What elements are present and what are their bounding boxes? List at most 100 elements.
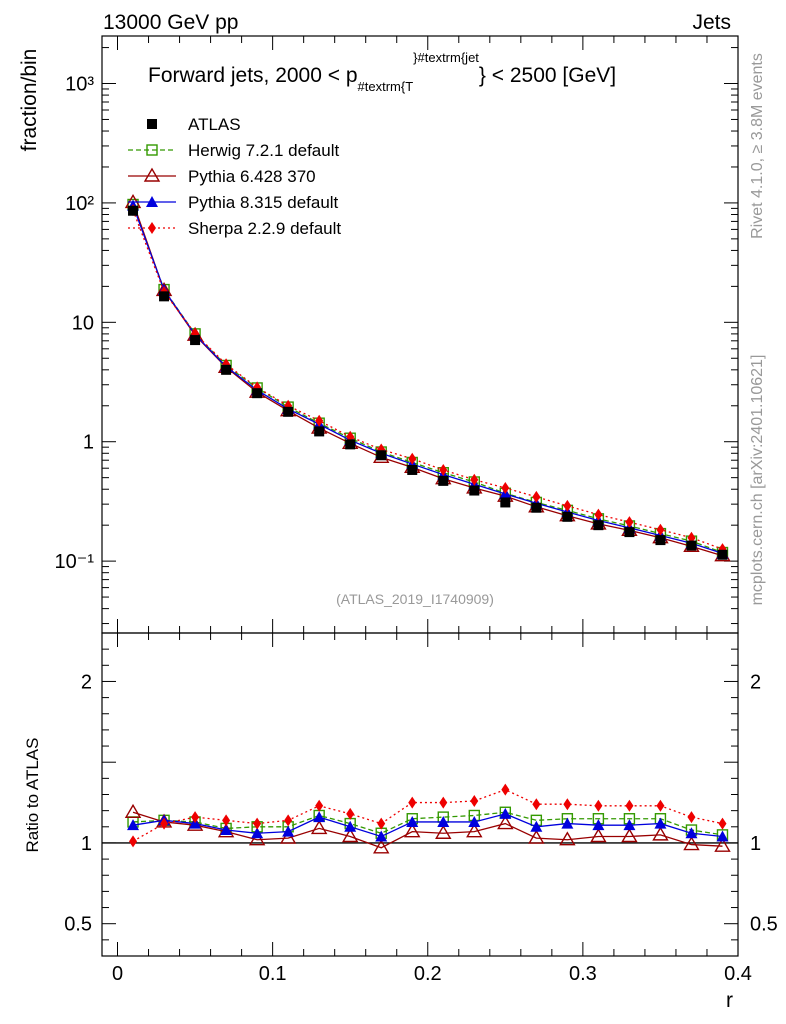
data-point bbox=[283, 406, 294, 417]
data-point bbox=[159, 291, 170, 302]
data-point bbox=[656, 523, 665, 536]
ratio-point bbox=[248, 831, 266, 846]
ratio-point bbox=[501, 783, 510, 796]
plot-title: Forward jets, 2000 < p#textrm{T}#textrm{… bbox=[148, 50, 616, 94]
ratio-series-sherpa bbox=[129, 783, 727, 848]
ratio-point bbox=[685, 827, 698, 839]
y-tick-label: 10⁻¹ bbox=[55, 551, 95, 573]
ratio-point bbox=[652, 826, 669, 841]
y-tick-label: 1 bbox=[83, 432, 94, 454]
legend-entry-sherpa: Sherpa 2.2.9 default bbox=[128, 219, 341, 238]
ratio-point bbox=[435, 824, 452, 839]
series-sherpa bbox=[129, 204, 727, 556]
data-point bbox=[469, 485, 480, 496]
legend-label: Sherpa 2.2.9 default bbox=[188, 219, 341, 238]
data-point bbox=[501, 481, 510, 494]
ratio-point bbox=[222, 814, 231, 827]
ratio-point bbox=[623, 819, 636, 831]
rivet-label: Rivet 4.1.0, ≥ 3.8M events bbox=[749, 53, 766, 239]
legend-label: Pythia 8.315 default bbox=[188, 193, 339, 212]
y-tick-label: 10² bbox=[65, 193, 94, 215]
series-line bbox=[132, 202, 723, 557]
series-atlas bbox=[128, 205, 728, 560]
ratio-y-tick-label-right: 1 bbox=[750, 833, 761, 855]
series-line bbox=[132, 204, 723, 554]
ratio-series-pythia8 bbox=[127, 807, 729, 842]
x-tick-label: 0.1 bbox=[259, 963, 287, 985]
legend-label: ATLAS bbox=[188, 115, 241, 134]
ratio-point bbox=[594, 799, 603, 812]
ratio-y-tick-label: 0.5 bbox=[64, 914, 92, 936]
ratio-point bbox=[313, 811, 326, 823]
ratio-ylabel: Ratio to ATLAS bbox=[23, 738, 42, 853]
ratio-point bbox=[590, 828, 607, 843]
ratio-point bbox=[251, 827, 264, 839]
data-point bbox=[593, 520, 604, 531]
ratio-point bbox=[404, 823, 421, 838]
ratio-point bbox=[497, 815, 514, 830]
legend-marker bbox=[147, 119, 157, 129]
title-superscript: }#textrm{jet bbox=[413, 50, 479, 65]
ratio-point bbox=[561, 817, 574, 829]
ratio-point bbox=[654, 817, 667, 829]
ratio-y-tick-label-right: 2 bbox=[750, 671, 761, 693]
legend-entry-pythia8: Pythia 8.315 default bbox=[128, 193, 339, 212]
ratio-point bbox=[532, 798, 541, 811]
legend-entry-pythia6: Pythia 6.428 370 bbox=[128, 167, 316, 186]
ratio-point bbox=[470, 794, 479, 807]
ratio-series bbox=[124, 783, 731, 854]
series-pythia8 bbox=[127, 199, 729, 559]
ratio-point bbox=[129, 835, 138, 848]
legend-label: Herwig 7.2.1 default bbox=[188, 141, 339, 160]
ratio-point bbox=[341, 828, 359, 843]
data-point bbox=[717, 549, 728, 560]
x-tick-label: 0.4 bbox=[724, 963, 752, 985]
ratio-point bbox=[563, 798, 572, 811]
ratio-point bbox=[687, 811, 696, 824]
ratio-point bbox=[528, 829, 545, 844]
main-axes: 10⁻¹ 1 10 10² 10³ bbox=[55, 36, 739, 633]
ratio-point bbox=[625, 799, 634, 812]
ratio-point bbox=[124, 803, 142, 818]
ratio-point bbox=[282, 825, 295, 837]
ratio-point bbox=[253, 817, 262, 830]
ratio-axes: 0.5 0.5 1 1 2 2 0 0.1 0.2 0.3 0.4 bbox=[64, 632, 778, 985]
data-point bbox=[407, 464, 418, 475]
ratio-point bbox=[408, 796, 417, 809]
data-point bbox=[439, 463, 448, 476]
data-point bbox=[563, 499, 572, 512]
ratio-point bbox=[592, 819, 605, 831]
ratio-point bbox=[344, 820, 357, 832]
ratio-point bbox=[406, 815, 419, 827]
ratio-y-tick-label-right: 0.5 bbox=[750, 914, 778, 936]
series-herwig bbox=[127, 198, 729, 559]
ratio-panel-frame bbox=[101, 632, 739, 957]
data-point bbox=[470, 473, 479, 486]
x-tick-label: 0.2 bbox=[414, 963, 442, 985]
data-point bbox=[594, 508, 603, 521]
ratio-point bbox=[377, 817, 386, 830]
legend-marker bbox=[146, 196, 158, 207]
ratio-point bbox=[160, 817, 169, 830]
data-point bbox=[408, 452, 417, 465]
data-point bbox=[128, 205, 139, 216]
legend-marker bbox=[146, 144, 158, 156]
series-line bbox=[132, 205, 723, 555]
data-point bbox=[686, 540, 697, 551]
data-point bbox=[624, 527, 635, 538]
ratio-point bbox=[284, 814, 293, 827]
ratio-point bbox=[191, 811, 200, 824]
y-tick-label: 10 bbox=[72, 312, 94, 334]
ratio-point bbox=[220, 824, 233, 836]
data-point bbox=[221, 364, 232, 375]
ratio-point bbox=[621, 828, 638, 843]
series-line bbox=[132, 209, 723, 550]
x-tick-label: 0.3 bbox=[569, 963, 597, 985]
data-point bbox=[625, 516, 634, 529]
ratio-point bbox=[656, 799, 665, 812]
ratio-point bbox=[683, 836, 700, 851]
energy-label: 13000 GeV pp bbox=[103, 11, 238, 34]
data-point bbox=[252, 388, 263, 399]
ratio-point bbox=[315, 799, 324, 812]
